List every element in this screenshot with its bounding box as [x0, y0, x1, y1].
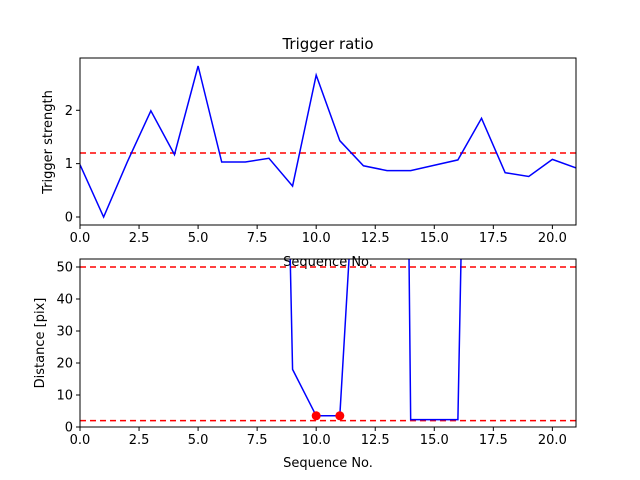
data-point-marker	[311, 411, 321, 421]
x-tick-label: 20.0	[538, 231, 567, 246]
x-axis-label: Sequence No.	[283, 456, 373, 471]
data-point-marker	[335, 411, 345, 421]
plot-area	[80, 65, 576, 219]
y-tick-label: 0	[65, 421, 73, 436]
x-tick-label: 7.5	[247, 433, 268, 448]
y-tick-label: 20	[56, 357, 73, 372]
x-tick-label: 17.5	[479, 433, 508, 448]
y-tick-label: 30	[56, 325, 73, 340]
x-tick-label: 17.5	[479, 231, 508, 246]
distance-chart: 0.0 2.5 5.0 7.5 10.0 12.5 15.0 17.5 20.0 0 10 20 30…	[33, 258, 577, 471]
y-tick-label: 0	[65, 210, 73, 225]
x-tick-label: 15.0	[420, 231, 449, 246]
x-tick-label: 15.0	[420, 433, 449, 448]
y-tick-label: 10	[56, 389, 73, 404]
y-axis-ticks: 0 1 2	[65, 104, 80, 225]
axes-frame	[79, 258, 577, 428]
x-tick-label: 12.5	[361, 231, 390, 246]
x-tick-label: 20.0	[538, 433, 567, 448]
x-tick-label: 7.5	[247, 231, 268, 246]
trigger-ratio-chart: Trigger ratio 0.0 2.5 5.0 7.5 10.0 12.5 15.0 17…	[41, 35, 577, 270]
plot-area	[80, 259, 576, 422]
x-tick-label: 0.0	[70, 231, 91, 246]
y-axis-label: Trigger strength	[41, 90, 56, 195]
y-axis-label: Distance [pix]	[33, 298, 48, 389]
y-axis-ticks: 0 10 20 30 40 50	[56, 261, 80, 436]
axes-frame	[79, 57, 577, 226]
x-tick-label: 12.5	[361, 433, 390, 448]
x-axis-label: Sequence No.	[283, 255, 373, 270]
x-tick-label: 2.5	[129, 433, 150, 448]
x-tick-label: 2.5	[129, 231, 150, 246]
y-tick-label: 40	[56, 293, 73, 308]
x-tick-label: 0.0	[70, 433, 91, 448]
y-tick-label: 50	[56, 261, 73, 276]
x-tick-label: 10.0	[302, 433, 331, 448]
x-axis-ticks: 0.0 2.5 5.0 7.5 10.0 12.5 15.0 17.5 20.0	[70, 225, 567, 246]
series-line	[80, 65, 576, 219]
x-tick-label: 10.0	[302, 231, 331, 246]
chart-title: Trigger ratio	[281, 35, 373, 53]
x-tick-label: 5.0	[188, 433, 209, 448]
y-tick-label: 1	[65, 157, 73, 172]
x-tick-label: 5.0	[188, 231, 209, 246]
x-axis-ticks: 0.0 2.5 5.0 7.5 10.0 12.5 15.0 17.5 20.0	[70, 427, 567, 448]
series-line	[289, 259, 462, 421]
y-tick-label: 2	[65, 104, 73, 119]
